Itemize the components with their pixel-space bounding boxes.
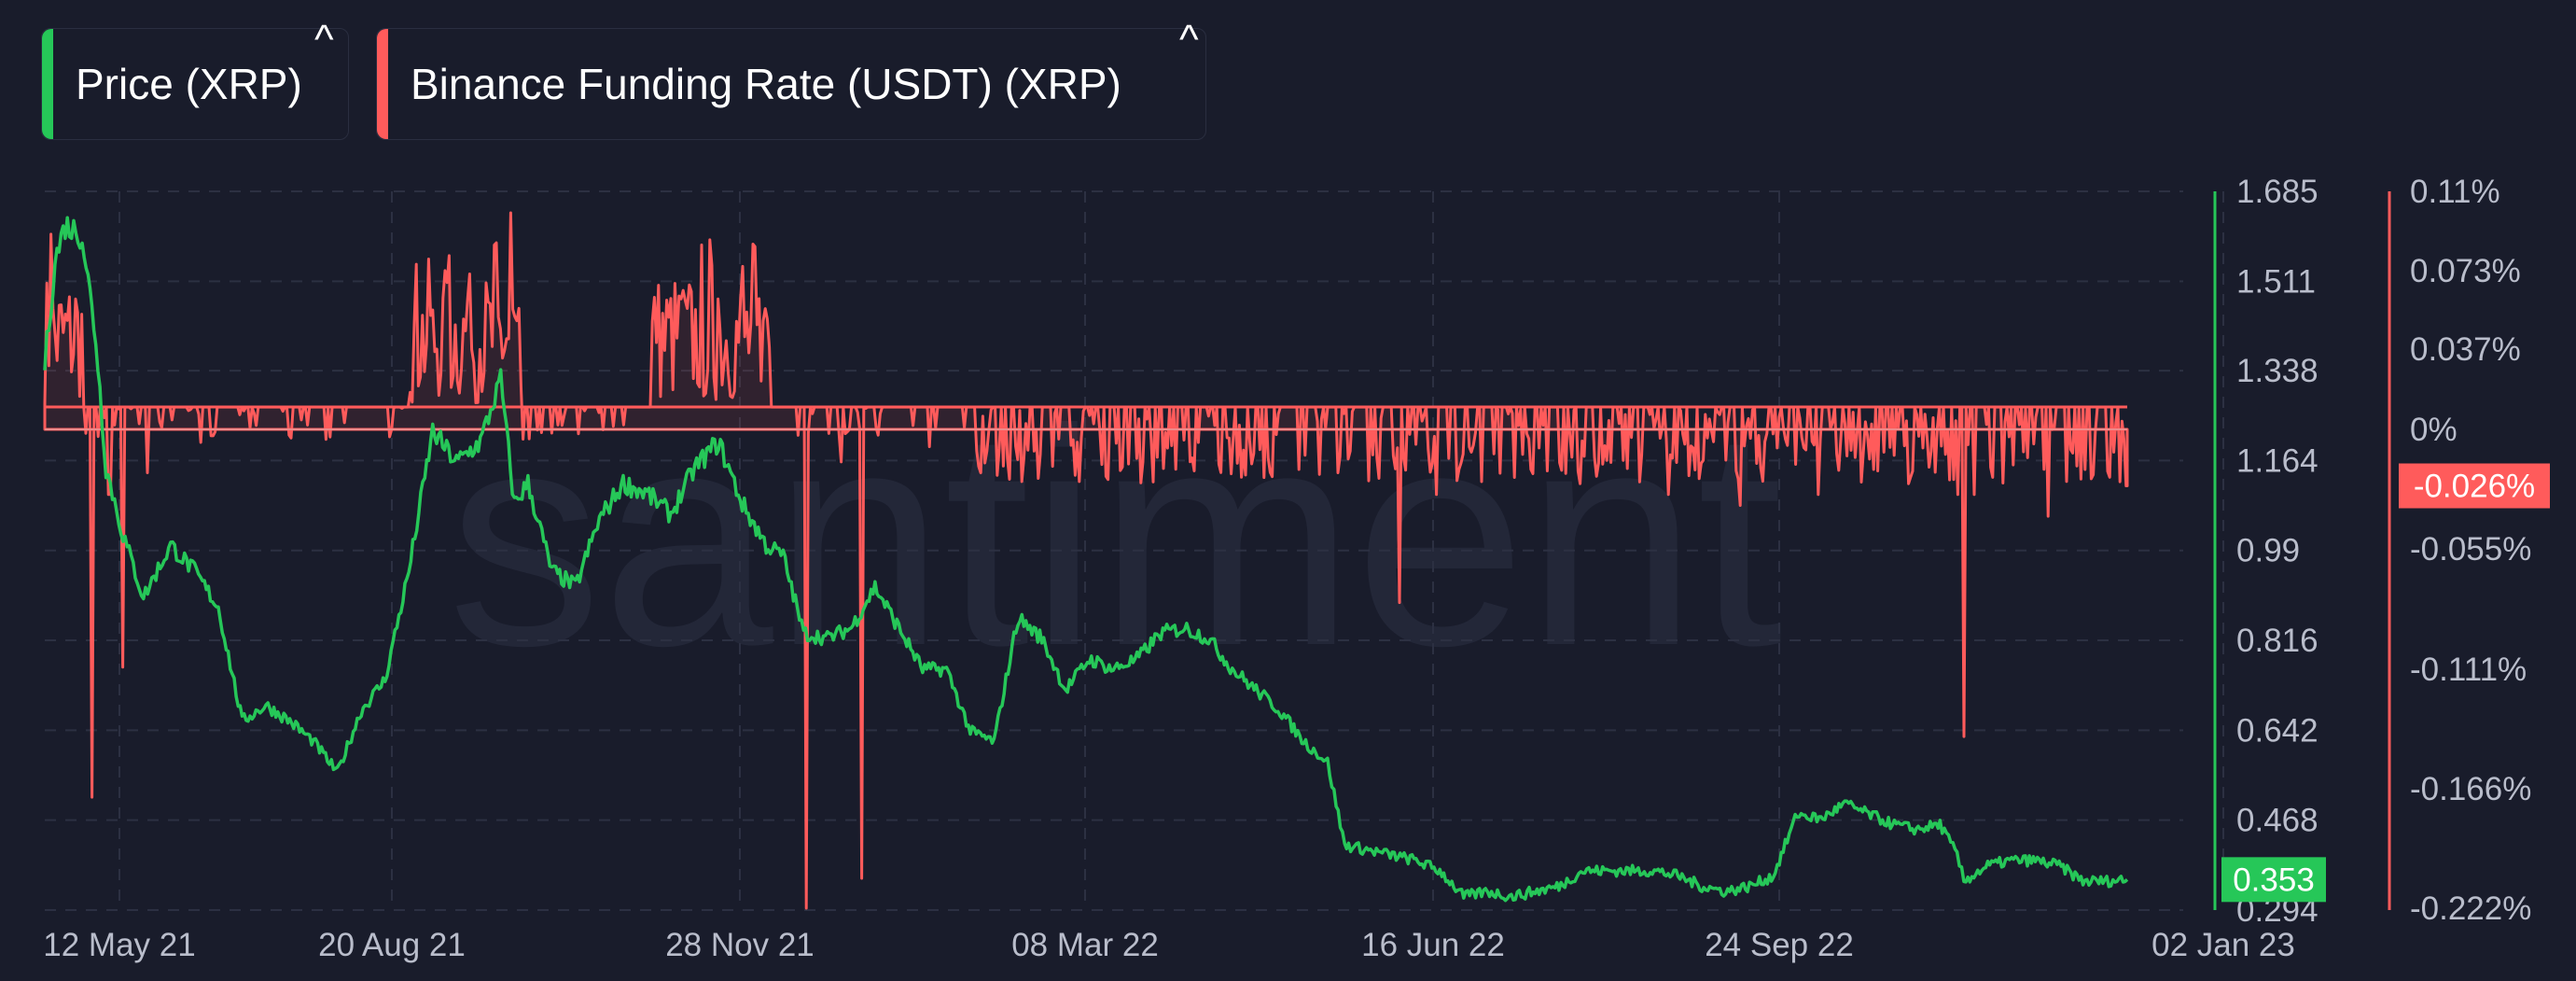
y-left-tick-label: 1.511 [2236,263,2316,300]
y-left-tick-label: 0.468 [2236,803,2318,839]
price-current-badge [2221,857,2326,903]
x-tick-label: 12 May 21 [43,927,195,963]
legend-funding[interactable]: Binance Funding Rate (USDT) (XRP) ^ [376,20,1206,140]
x-tick-label: 24 Sep 22 [1705,927,1854,963]
x-tick-label: 02 Jan 23 [2151,927,2295,963]
collapse-price-icon[interactable]: ^ [314,17,334,63]
funding-current-value: -0.026% [2414,469,2535,505]
x-tick-label: 16 Jun 22 [1361,927,1505,963]
y-right-tick-label: 0.037% [2410,331,2521,368]
y-right-tick-label: 0.11% [2410,174,2500,210]
funding-current-badge [2399,463,2550,509]
legend-price[interactable]: Price (XRP) ^ [41,20,349,140]
y-left-tick-label: 1.338 [2236,353,2318,389]
legend-funding-label: Binance Funding Rate (USDT) (XRP) [411,60,1121,108]
legend-price-swatch [42,29,53,139]
y-right-tick-label: 0.073% [2410,253,2521,289]
collapse-funding-icon[interactable]: ^ [1179,17,1199,63]
legend-price-label: Price (XRP) [76,60,302,108]
price-series [43,216,2129,903]
y-left-tick-label: 1.164 [2236,442,2318,479]
price-current-value: 0.353 [2233,862,2315,898]
y-right-tick-label: -0.222% [2410,890,2531,927]
y-left-tick-label: 0.642 [2236,712,2318,749]
y-left-tick-label: 0.816 [2236,623,2318,659]
y-right-tick-label: -0.166% [2410,771,2531,807]
y-left-tick-label: 1.685 [2236,174,2318,210]
x-tick-label: 20 Aug 21 [318,927,466,963]
y-left-tick-label: 0.99 [2236,533,2300,569]
legend-funding-swatch [377,29,388,139]
x-tick-label: 08 Mar 22 [1011,927,1159,963]
x-tick-label: 28 Nov 21 [665,927,815,963]
y-right-tick-label: -0.111% [2410,652,2527,688]
y-right-tick-label: -0.055% [2410,531,2531,568]
y-right-tick-label: 0% [2410,412,2458,448]
